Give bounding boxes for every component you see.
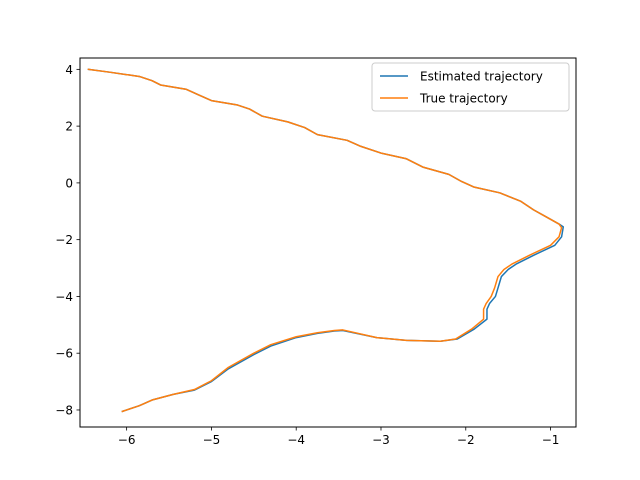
x-tick-label: −2 (457, 433, 475, 447)
y-tick-label: 0 (65, 176, 73, 190)
x-tick-label: −3 (372, 433, 390, 447)
series-line-estimated (87, 68, 565, 413)
plot-lines (87, 68, 565, 413)
x-axis-ticks: −6 −5 −4 −3 −2 −1 (118, 427, 560, 447)
axes-frame (79, 57, 577, 428)
y-tick-label: −6 (55, 347, 73, 361)
x-tick-label: −6 (118, 433, 136, 447)
x-tick-label: −5 (203, 433, 221, 447)
legend-box (371, 62, 570, 112)
y-tick-label: 2 (65, 120, 73, 134)
y-tick-label: 4 (65, 63, 73, 77)
y-axis-ticks: −8 −6 −4 −2 0 2 4 (55, 63, 80, 417)
x-tick-label: −4 (287, 433, 305, 447)
x-tick-label: −1 (542, 433, 560, 447)
legend-label: True trajectory (419, 92, 508, 106)
y-tick-label: −2 (55, 233, 73, 247)
y-tick-label: −8 (55, 403, 73, 417)
series-line-true (87, 68, 563, 413)
y-tick-label: −4 (55, 290, 73, 304)
legend-label: Estimated trajectory (420, 70, 543, 84)
legend: Estimated trajectory True trajectory (371, 62, 570, 112)
